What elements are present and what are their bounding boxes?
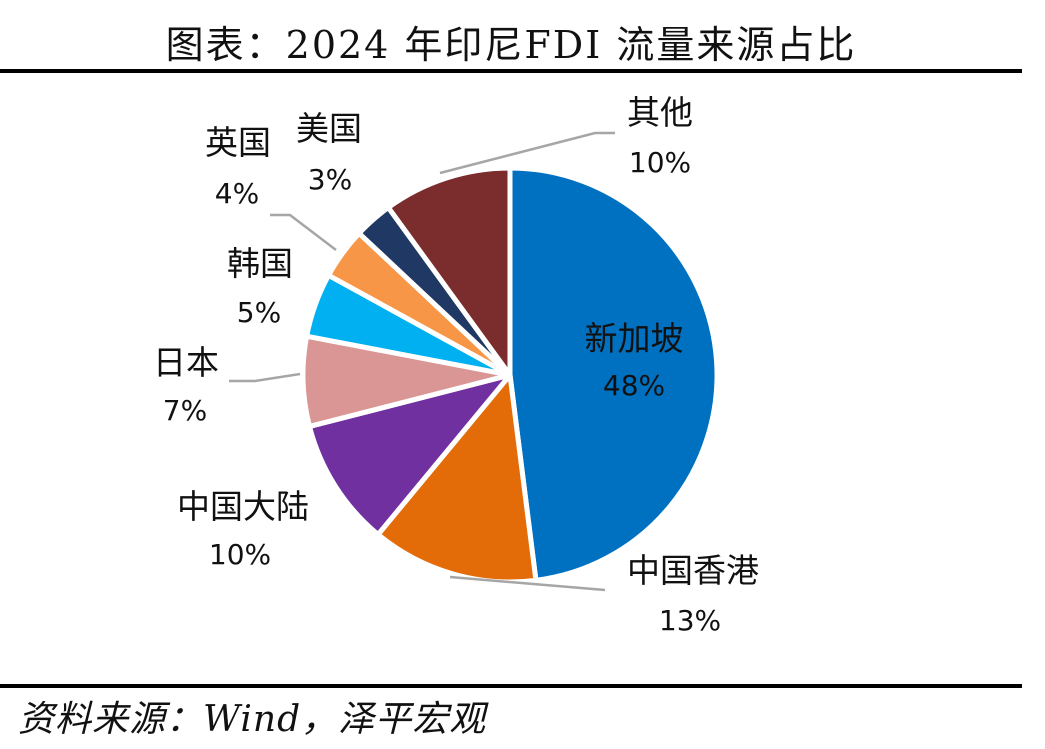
leader-line-6 [270, 213, 337, 251]
slice-label-2: 中国香港 [627, 551, 759, 590]
pie-slice-2 [375, 372, 539, 585]
slice-value-1: 48% [603, 369, 665, 402]
slice-label-5: 韩国 [227, 244, 293, 283]
source-rule [0, 684, 1022, 688]
slice-label-1: 新加坡 [585, 319, 684, 358]
source-note: 资料来源：Wind，泽平宏观 [18, 699, 487, 740]
pie-slice-1 [507, 165, 720, 583]
slice-value-2: 13% [659, 604, 721, 637]
slice-value-6: 4% [215, 177, 259, 210]
pie-slice-8 [385, 165, 513, 378]
slice-label-6: 英国 [205, 123, 271, 162]
slice-value-3: 10% [209, 538, 271, 571]
slice-label-7: 美国 [296, 109, 362, 148]
title-rule [0, 69, 1022, 73]
slice-label-4: 日本 [153, 343, 219, 382]
leader-line-2 [449, 575, 606, 592]
slice-value-4: 7% [163, 394, 207, 427]
slice-label-3: 中国大陆 [177, 487, 309, 526]
chart-title: 图表：2024 年印尼FDI 流量来源占比 [165, 23, 857, 67]
leader-line-8 [439, 131, 615, 175]
slice-value-8: 10% [629, 146, 691, 179]
slice-value-7: 3% [308, 163, 352, 196]
slice-label-8: 其他 [627, 93, 693, 132]
pie-slices [300, 165, 720, 585]
slice-labels: 新加坡 48% 中国香港 13% 中国大陆 10% 日本 7% 韩国 5% 英国 4% 美国 3% 其他 10… [153, 93, 759, 637]
leader-lines [229, 131, 615, 592]
slice-value-5: 5% [237, 296, 281, 329]
leader-line-4 [229, 372, 301, 383]
